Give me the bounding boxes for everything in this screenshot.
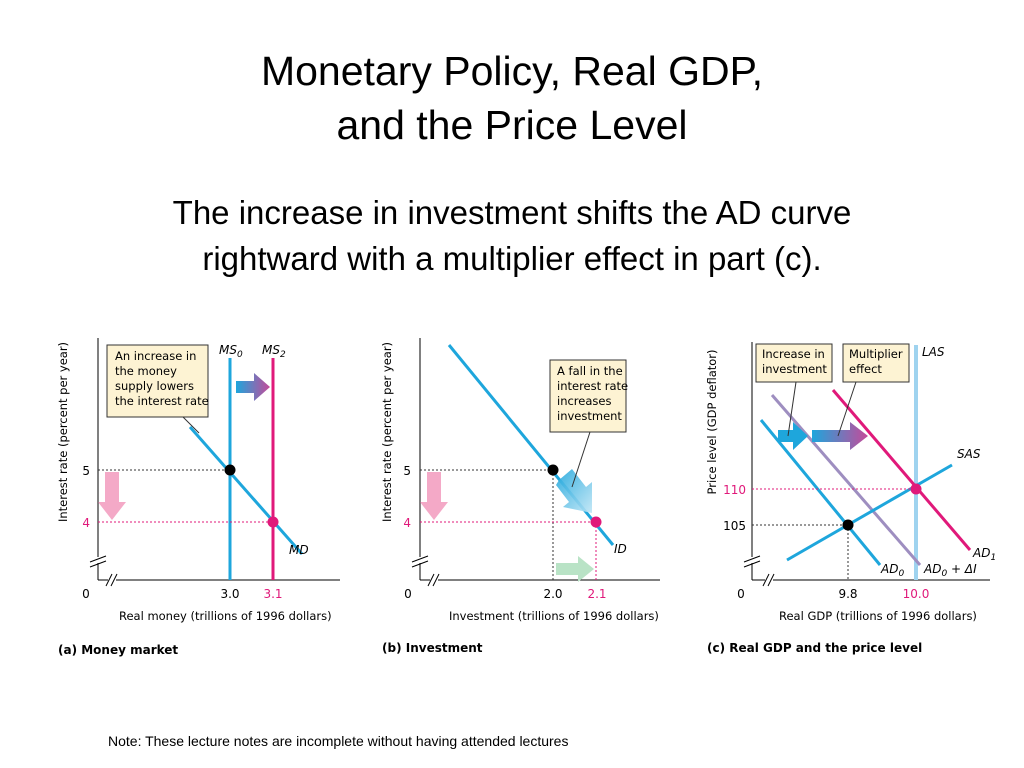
panel-b-point-initial (547, 464, 559, 476)
panel-a-ms0-label: MS0 (219, 343, 243, 360)
panel-c-multiplier-pointer (837, 381, 857, 437)
panel-b-down-arrow (420, 472, 448, 520)
panel-c-investment-line-2: investment (762, 362, 827, 376)
panel-b-origin-label: 0 (404, 587, 412, 601)
title-line-1: Monetary Policy, Real GDP, (260, 48, 764, 94)
panel-a-annotation-line-2: the money (115, 364, 177, 378)
panel-b-y-tick-4: 4 (403, 516, 411, 530)
panel-c-sas-curve (786, 463, 953, 562)
panel-a-annotation-line-1: An increase in (115, 349, 196, 363)
panel-c-ad0-plus-di-curve (770, 394, 922, 566)
panel-a-annotation-line-3: supply lowers (115, 379, 194, 393)
panel-b-annotation-line-3: increases (557, 394, 611, 408)
panel-a-ms0-label-sub: 0 (237, 350, 243, 360)
panel-b-annotation-line-4: investment (557, 409, 622, 423)
panel-a-down-arrow (98, 472, 126, 520)
panel-c-ad0-label-main: AD (880, 562, 898, 576)
panel-c-investment-arrow (778, 422, 808, 450)
subtitle-line-2: rightward with a multiplier effect in pa… (202, 240, 822, 277)
slide-title: Monetary Policy, Real GDP, and the Price… (0, 44, 1024, 152)
panel-c-x-axis-label: Real GDP (trillions of 1996 dollars) (779, 609, 977, 623)
panel-c-real-gdp: Increase in investment Multiplier effect… (705, 342, 996, 655)
panel-a-md-curve (188, 426, 304, 555)
panel-a-ms2-label: MS2 (262, 343, 286, 360)
panel-c-ad0-curve (759, 419, 882, 566)
panel-c-investment-box (755, 343, 833, 383)
panel-c-ad0-plus-di-label: AD0 + ΔI (923, 562, 977, 579)
lecture-note: Note: These lecture notes are incomplete… (108, 733, 569, 749)
panel-c-sas-label: SAS (957, 447, 981, 461)
panel-a-x-tick-3-1: 3.1 (263, 587, 282, 601)
panel-a-annotation-line-4: the interest rate (115, 394, 209, 408)
panel-b-id-label: ID (614, 542, 627, 556)
panel-a-money-market: An increase in the money supply lowers t… (56, 338, 340, 657)
panel-c-point-initial (842, 519, 854, 531)
panel-c-x-tick-9-8: 9.8 (838, 587, 857, 601)
panel-a-y-tick-5: 5 (82, 464, 90, 478)
panel-b-y-tick-5: 5 (403, 464, 411, 478)
panel-a-origin-label: 0 (82, 587, 90, 601)
panel-c-x-axis-break (762, 572, 775, 588)
panel-b-y-axis-break (411, 555, 429, 568)
panel-c-multiplier-arrow (812, 422, 868, 450)
subtitle-line-1: The increase in investment shifts the AD… (172, 194, 852, 231)
panel-a-y-axis-label: Interest rate (percent per year) (56, 342, 70, 522)
panel-c-ad1-label: AD1 (972, 546, 996, 563)
panel-b-annotation-pointer (571, 431, 591, 488)
panel-c-y-tick-110: 110 (723, 483, 746, 497)
panel-a-y-tick-4: 4 (82, 516, 90, 530)
panel-c-origin-label: 0 (737, 587, 745, 601)
panel-b-x-tick-2-0: 2.0 (543, 587, 562, 601)
panel-b-annotation-box (549, 359, 627, 433)
slide-subtitle: The increase in investment shifts the AD… (0, 190, 1024, 282)
panel-c-ad0-plus-di-label-tail: + ΔI (947, 562, 977, 576)
panel-c-ad1-label-sub: 1 (990, 553, 996, 563)
panel-a-x-axis-label: Real money (trillions of 1996 dollars) (119, 609, 332, 623)
panel-a-x-tick-3-0: 3.0 (220, 587, 239, 601)
panel-b-movement-arrow (556, 469, 592, 513)
panel-c-ad0-label-sub: 0 (898, 569, 904, 579)
panel-a-annotation-box (106, 344, 209, 418)
panel-a-x-axis-break (105, 572, 118, 588)
panel-a-ms0-label-main: MS (219, 343, 237, 357)
title-line-2: and the Price Level (336, 102, 688, 148)
panel-b-x-axis-label: Investment (trillions of 1996 dollars) (449, 609, 659, 623)
panel-a-shift-arrow (236, 373, 270, 401)
panel-c-multiplier-line-1: Multiplier (849, 347, 903, 361)
panel-a-ms2-label-main: MS (262, 343, 280, 357)
panel-c-ad1-curve (831, 389, 972, 551)
panel-b-right-arrow (556, 556, 594, 582)
panel-b-x-tick-2-1: 2.1 (587, 587, 606, 601)
panel-c-investment-pointer (787, 381, 797, 437)
panel-a-annotation-pointer (182, 416, 200, 434)
panel-c-ad0-plus-di-label-main: AD (923, 562, 941, 576)
panel-c-ad0-plus-di-label-sub: 0 (941, 569, 947, 579)
panel-b-y-axis-label: Interest rate (percent per year) (380, 342, 394, 522)
panel-c-x-tick-10-0: 10.0 (903, 587, 930, 601)
panel-c-multiplier-box (842, 343, 910, 383)
panel-b-investment: A fall in the interest rate increases in… (380, 338, 660, 655)
panel-c-panel-label: (c) Real GDP and the price level (707, 641, 922, 655)
panel-c-multiplier-line-2: effect (849, 362, 882, 376)
panel-c-investment-line-1: Increase in (762, 347, 825, 361)
panel-b-point-new (590, 516, 602, 528)
panel-a-md-label: MD (289, 543, 309, 557)
panel-b-annotation-line-1: A fall in the (557, 364, 623, 378)
panel-c-y-axis-label: Price level (GDP deflator) (705, 350, 719, 495)
panel-b-panel-label: (b) Investment (382, 641, 483, 655)
panel-c-las-label: LAS (922, 345, 945, 359)
panel-b-annotation-line-2: interest rate (557, 379, 628, 393)
panel-a-point-new (267, 516, 279, 528)
panel-c-ad1-label-main: AD (972, 546, 990, 560)
panel-a-point-initial (224, 464, 236, 476)
panel-c-point-new (910, 483, 922, 495)
panel-a-ms2-label-sub: 2 (280, 350, 286, 360)
panel-c-y-axis-break (743, 555, 761, 568)
panel-a-panel-label: (a) Money market (58, 643, 178, 657)
panel-a-y-axis-break (89, 555, 107, 568)
panel-c-ad0-label: AD0 (880, 562, 904, 579)
panel-c-y-tick-105: 105 (723, 519, 746, 533)
panel-b-x-axis-break (427, 572, 440, 588)
